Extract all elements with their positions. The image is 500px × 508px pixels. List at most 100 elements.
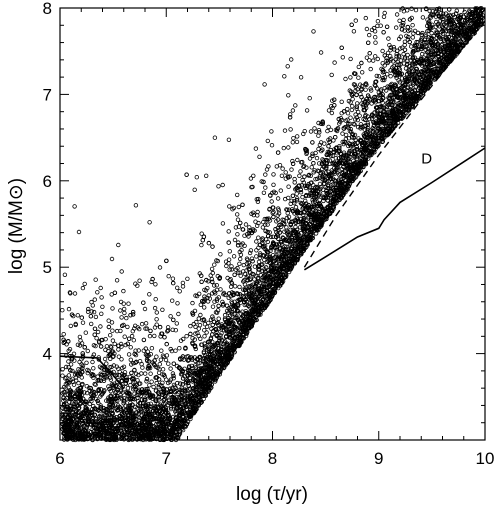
data-point (210, 270, 215, 276)
data-point (210, 314, 215, 319)
data-point (411, 77, 416, 82)
data-point (306, 193, 312, 198)
data-point (204, 330, 209, 335)
data-point (66, 359, 71, 364)
data-point (144, 379, 149, 384)
data-point (385, 100, 391, 105)
data-point (398, 58, 404, 63)
data-point (236, 204, 241, 210)
data-point (327, 161, 332, 166)
data-point (312, 168, 317, 173)
data-point (144, 326, 150, 331)
data-point (410, 54, 416, 60)
data-point (239, 247, 244, 253)
data-point (340, 55, 345, 60)
data-point (369, 88, 374, 93)
data-point (84, 360, 89, 365)
data-point (212, 299, 217, 304)
data-point (373, 40, 378, 45)
data-point (72, 204, 77, 209)
data-point (307, 95, 312, 101)
data-point (89, 410, 94, 415)
data-point (202, 393, 207, 398)
data-point (411, 82, 416, 87)
data-point (398, 34, 403, 39)
data-point (80, 320, 86, 325)
data-point (142, 306, 148, 312)
data-point (116, 242, 121, 248)
data-point (193, 363, 198, 368)
data-point (372, 110, 377, 115)
data-point (437, 35, 442, 40)
data-point (122, 334, 127, 339)
data-point (254, 239, 259, 244)
data-point (177, 346, 182, 351)
data-point (168, 366, 173, 371)
data-point (152, 325, 158, 330)
data-point (269, 199, 274, 204)
data-point (132, 368, 137, 373)
data-point (364, 26, 370, 32)
data-point (203, 173, 209, 178)
data-point (332, 60, 337, 65)
data-point (224, 263, 229, 269)
data-point (358, 82, 363, 87)
data-point (85, 306, 91, 312)
data-point (420, 15, 426, 20)
data-point (60, 373, 65, 378)
data-point (294, 215, 300, 220)
data-point (237, 261, 242, 266)
data-point (209, 266, 215, 272)
data-point (297, 173, 302, 178)
data-point (168, 406, 174, 412)
data-point (317, 197, 322, 203)
data-point (136, 387, 142, 392)
data-point (268, 255, 273, 260)
data-point (192, 337, 197, 342)
data-point (163, 258, 169, 264)
data-point (76, 229, 82, 235)
data-point (122, 396, 127, 401)
data-point (160, 367, 166, 372)
data-point (275, 255, 280, 260)
data-point (348, 115, 353, 120)
data-point (185, 276, 190, 281)
data-point (313, 176, 318, 182)
data-point (85, 367, 90, 373)
data-point (298, 200, 303, 206)
data-point (292, 176, 297, 182)
data-point (317, 142, 323, 148)
data-point (247, 228, 252, 233)
data-point (231, 254, 237, 259)
data-point (381, 14, 387, 19)
data-point (290, 140, 295, 145)
data-point (67, 290, 73, 295)
data-point (367, 32, 372, 38)
data-point (68, 389, 74, 395)
data-point (321, 171, 326, 176)
data-point (250, 210, 256, 215)
data-point (316, 120, 321, 126)
data-point (66, 365, 71, 370)
data-point (469, 17, 474, 23)
data-point (334, 128, 340, 134)
data-point (277, 162, 283, 168)
data-point (219, 365, 225, 370)
data-point (157, 362, 162, 367)
data-point (143, 352, 149, 357)
data-point (73, 322, 78, 328)
data-point (394, 25, 399, 30)
data-point (68, 323, 73, 329)
data-point (149, 379, 154, 384)
data-point (320, 121, 325, 127)
data-point (295, 196, 300, 201)
data-point (328, 127, 334, 133)
data-point (204, 324, 210, 329)
data-point (238, 273, 243, 278)
data-point (236, 240, 241, 245)
data-point (180, 284, 186, 289)
data-point (463, 18, 468, 23)
data-point (169, 298, 175, 303)
data-point (290, 193, 296, 198)
data-point (147, 383, 152, 388)
